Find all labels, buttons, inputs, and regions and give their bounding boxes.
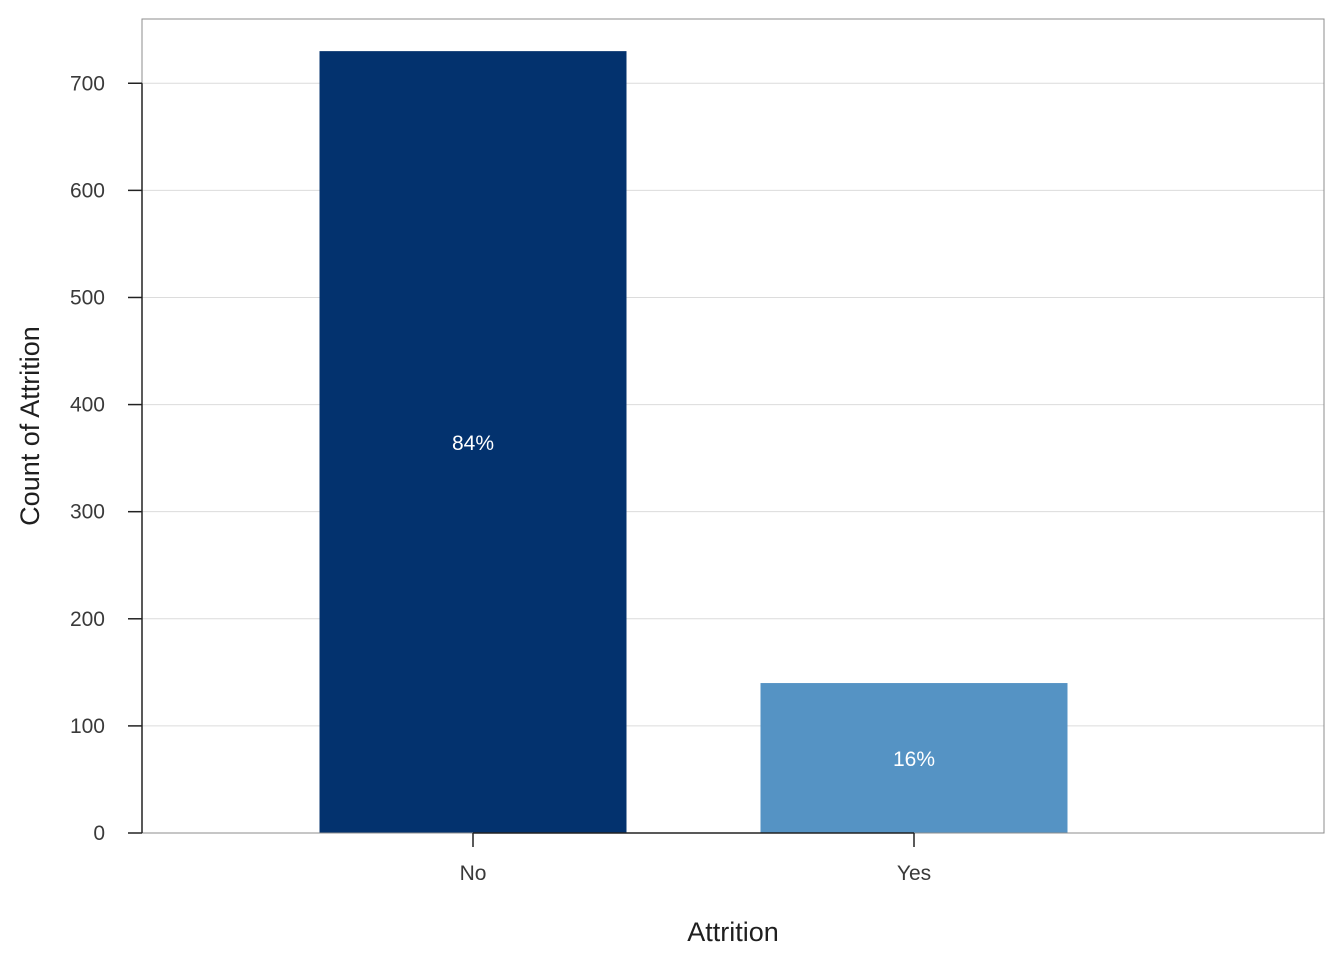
y-axis-title: Count of Attrition bbox=[15, 326, 45, 526]
x-tick-label: No bbox=[460, 862, 487, 885]
y-axis: 0 100 200 300 400 500 600 700 bbox=[70, 72, 143, 845]
y-tick-label: 0 bbox=[93, 822, 105, 845]
y-tick-label: 700 bbox=[70, 72, 105, 95]
bars-group bbox=[319, 51, 1068, 833]
bar-yes bbox=[760, 683, 1068, 833]
bar-data-label: 16% bbox=[893, 748, 935, 771]
x-axis-title: Attrition bbox=[687, 917, 779, 947]
x-tick-label: Yes bbox=[897, 862, 931, 885]
y-tick-label: 200 bbox=[70, 608, 105, 631]
bar-no bbox=[319, 51, 627, 833]
x-axis: No Yes bbox=[460, 832, 931, 885]
y-tick-label: 300 bbox=[70, 501, 105, 524]
y-tick-label: 400 bbox=[70, 394, 105, 417]
y-tick-label: 600 bbox=[70, 179, 105, 202]
y-tick-label: 100 bbox=[70, 715, 105, 738]
bar-labels-group: 84% 16% bbox=[452, 432, 935, 771]
y-tick-label: 500 bbox=[70, 286, 105, 309]
bar-data-label: 84% bbox=[452, 432, 494, 455]
